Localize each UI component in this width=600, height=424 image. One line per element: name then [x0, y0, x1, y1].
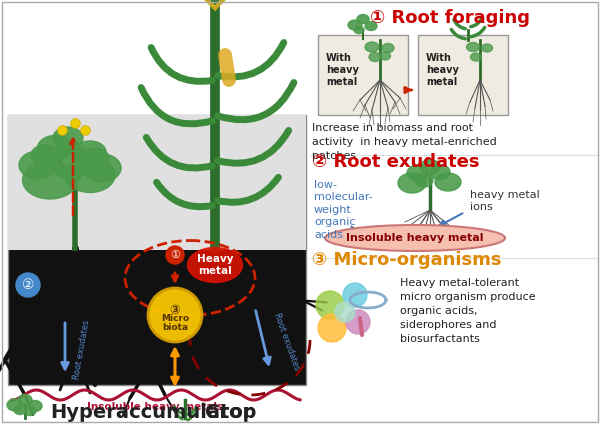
Text: Root exudates: Root exudates	[272, 312, 301, 372]
Text: Heavy metal-tolerant
micro organism produce
organic acids,
siderophores and
bios: Heavy metal-tolerant micro organism prod…	[400, 278, 536, 344]
Ellipse shape	[83, 154, 121, 182]
Ellipse shape	[28, 401, 42, 412]
Text: Insoluble heavy metal: Insoluble heavy metal	[346, 233, 484, 243]
Text: ③ Micro-organisms: ③ Micro-organisms	[312, 251, 502, 269]
Text: With
heavy
metal: With heavy metal	[326, 53, 359, 86]
Text: ②: ②	[22, 278, 34, 292]
Circle shape	[343, 283, 367, 307]
Text: ② Root exudates: ② Root exudates	[312, 153, 479, 171]
Ellipse shape	[435, 173, 461, 191]
Ellipse shape	[369, 53, 381, 61]
Ellipse shape	[37, 136, 73, 161]
Ellipse shape	[354, 26, 364, 33]
Ellipse shape	[7, 399, 23, 411]
Text: ① Root foraging: ① Root foraging	[370, 9, 530, 27]
Ellipse shape	[23, 161, 77, 199]
Bar	[318, 35, 408, 115]
Ellipse shape	[398, 173, 426, 193]
Circle shape	[16, 273, 40, 297]
Text: Root exudates: Root exudates	[72, 319, 91, 381]
Ellipse shape	[430, 165, 450, 179]
Text: Increase in biomass and root
activity  in heavy metal-enriched
patches: Increase in biomass and root activity in…	[312, 123, 497, 161]
Text: Hyperaccumulator: Hyperaccumulator	[50, 404, 253, 422]
Ellipse shape	[18, 394, 32, 405]
Text: Heavy
metal: Heavy metal	[197, 254, 233, 276]
Text: low-
molecular-
weight
organic
acids: low- molecular- weight organic acids	[314, 180, 373, 240]
Circle shape	[318, 314, 346, 342]
Ellipse shape	[325, 225, 505, 251]
Circle shape	[346, 310, 370, 334]
Ellipse shape	[31, 145, 59, 165]
Text: ①: ①	[170, 250, 180, 260]
Ellipse shape	[420, 159, 440, 175]
Ellipse shape	[24, 407, 36, 416]
Bar	[418, 35, 508, 115]
Ellipse shape	[467, 42, 479, 51]
Ellipse shape	[187, 248, 242, 282]
Text: Micro
biota: Micro biota	[161, 314, 189, 332]
Text: Crop: Crop	[205, 404, 256, 422]
Ellipse shape	[415, 173, 433, 187]
Ellipse shape	[53, 127, 83, 149]
Circle shape	[316, 291, 344, 319]
Ellipse shape	[357, 14, 369, 23]
Text: With
heavy
metal: With heavy metal	[426, 53, 459, 86]
Text: Insoluble heavy metals: Insoluble heavy metals	[87, 402, 223, 412]
Ellipse shape	[19, 151, 57, 179]
Circle shape	[166, 246, 184, 264]
Circle shape	[148, 288, 202, 342]
Ellipse shape	[14, 405, 26, 415]
Ellipse shape	[380, 52, 391, 60]
Ellipse shape	[74, 141, 106, 163]
Ellipse shape	[348, 20, 362, 30]
Circle shape	[335, 302, 355, 322]
Ellipse shape	[407, 165, 429, 181]
Ellipse shape	[482, 44, 493, 52]
Ellipse shape	[65, 157, 115, 192]
Text: ③: ③	[170, 304, 181, 316]
Ellipse shape	[382, 44, 394, 53]
Text: heavy metal
ions: heavy metal ions	[470, 190, 540, 212]
Bar	[8, 115, 306, 385]
Bar	[8, 115, 306, 250]
Ellipse shape	[47, 146, 92, 178]
Ellipse shape	[365, 42, 379, 52]
Ellipse shape	[365, 22, 377, 31]
Ellipse shape	[470, 53, 482, 61]
Ellipse shape	[81, 148, 109, 168]
